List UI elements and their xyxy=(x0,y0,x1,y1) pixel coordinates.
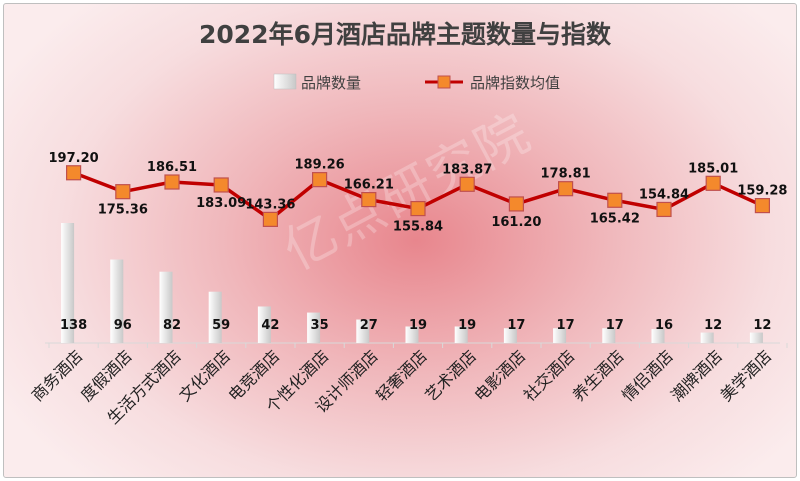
line-series: 197.20 175.36 186.51 183.09 143.36 189.26 166.… xyxy=(49,151,788,235)
line-value-label: 178.81 xyxy=(541,167,591,182)
category-label: 艺术酒店 xyxy=(421,346,480,405)
bar-value-label: 35 xyxy=(311,318,329,333)
bar-value-label: 138 xyxy=(60,318,87,333)
bar-value-label: 19 xyxy=(409,318,427,333)
line-marker xyxy=(361,191,377,208)
line-marker xyxy=(410,200,426,217)
bar xyxy=(700,332,714,343)
line-marker xyxy=(607,192,623,208)
line-value-label: 154.84 xyxy=(639,187,689,202)
category-labels: 商务酒店度假酒店生活方式酒店文化酒店电竞酒店个性化酒店设计师酒店轻奢酒店艺术酒店… xyxy=(28,346,776,427)
bar-value-label: 12 xyxy=(704,318,722,333)
bar xyxy=(749,332,763,343)
bar-value-label: 27 xyxy=(360,318,378,333)
bar-value-label: 17 xyxy=(507,318,525,333)
bar-value-label: 19 xyxy=(458,318,476,333)
bar xyxy=(61,223,75,343)
bar xyxy=(307,312,321,343)
bar-value-label: 59 xyxy=(212,318,230,333)
line-value-label: 183.09 xyxy=(196,196,246,211)
line-value-label: 155.84 xyxy=(393,220,443,235)
line-value-label: 166.21 xyxy=(344,178,394,193)
line-value-label: 161.20 xyxy=(491,215,541,230)
category-label: 文化酒店 xyxy=(175,346,234,405)
category-label: 商务酒店 xyxy=(28,346,87,405)
category-label: 社交酒店 xyxy=(520,346,579,405)
bar-series xyxy=(48,223,788,348)
legend-bar-label: 品牌数量 xyxy=(301,74,361,92)
bar-value-labels: 138 96 82 59 42 35 27 19 19 17 17 17 16 12 12 xyxy=(60,318,771,333)
bar-value-label: 17 xyxy=(557,318,575,333)
line-value-label: 186.51 xyxy=(147,160,197,175)
bar-value-label: 17 xyxy=(606,318,624,333)
line-marker xyxy=(656,201,672,218)
line-value-label: 165.42 xyxy=(590,211,640,226)
line-marker xyxy=(164,174,180,190)
bar-value-label: 16 xyxy=(655,318,673,333)
line-marker xyxy=(459,176,475,192)
category-label: 美学酒店 xyxy=(717,346,776,405)
bar xyxy=(553,328,567,343)
line-value-label: 189.26 xyxy=(295,158,345,173)
chart-frame xyxy=(3,3,797,478)
line-marker xyxy=(557,181,574,197)
line-marker xyxy=(508,196,524,212)
legend: 品牌数量 品牌指数均值 xyxy=(273,73,560,92)
bar xyxy=(602,328,616,343)
bar xyxy=(454,326,468,343)
category-label: 养生酒店 xyxy=(569,346,628,405)
category-label: 情侣酒店 xyxy=(618,346,677,405)
bar xyxy=(503,328,517,343)
line-value-label: 183.87 xyxy=(442,162,492,177)
chart-title: 2022年6月酒店品牌主题数量与指数 xyxy=(199,20,612,49)
bar xyxy=(257,306,271,343)
bar xyxy=(208,291,222,343)
line-value-label: 175.36 xyxy=(98,203,148,218)
line-marker xyxy=(213,177,229,193)
bar-value-label: 82 xyxy=(163,318,181,333)
category-label: 电影酒店 xyxy=(471,346,530,405)
bar xyxy=(651,329,665,343)
bar xyxy=(110,259,124,343)
bar xyxy=(159,271,173,343)
bar-value-label: 96 xyxy=(114,318,132,333)
bar-value-label: 42 xyxy=(261,318,279,333)
line-marker xyxy=(312,172,328,188)
line-value-label: 143.36 xyxy=(245,197,295,212)
line-marker xyxy=(115,184,131,200)
bar xyxy=(356,319,370,343)
category-label: 潮牌酒店 xyxy=(667,346,726,405)
line-marker xyxy=(65,165,82,181)
legend-line-label: 品牌指数均值 xyxy=(470,74,560,92)
category-label: 轻奢酒店 xyxy=(372,346,431,405)
line-value-label: 159.28 xyxy=(737,184,787,199)
line-value-label: 185.01 xyxy=(688,161,738,176)
bar-value-label: 12 xyxy=(753,318,771,333)
line-value-label: 197.20 xyxy=(49,151,99,166)
legend-bar-swatch xyxy=(273,73,297,90)
legend-marker-swatch xyxy=(437,75,451,89)
line-marker xyxy=(754,198,771,214)
bar xyxy=(405,326,419,343)
line-marker xyxy=(705,175,721,191)
line-marker xyxy=(262,211,278,227)
